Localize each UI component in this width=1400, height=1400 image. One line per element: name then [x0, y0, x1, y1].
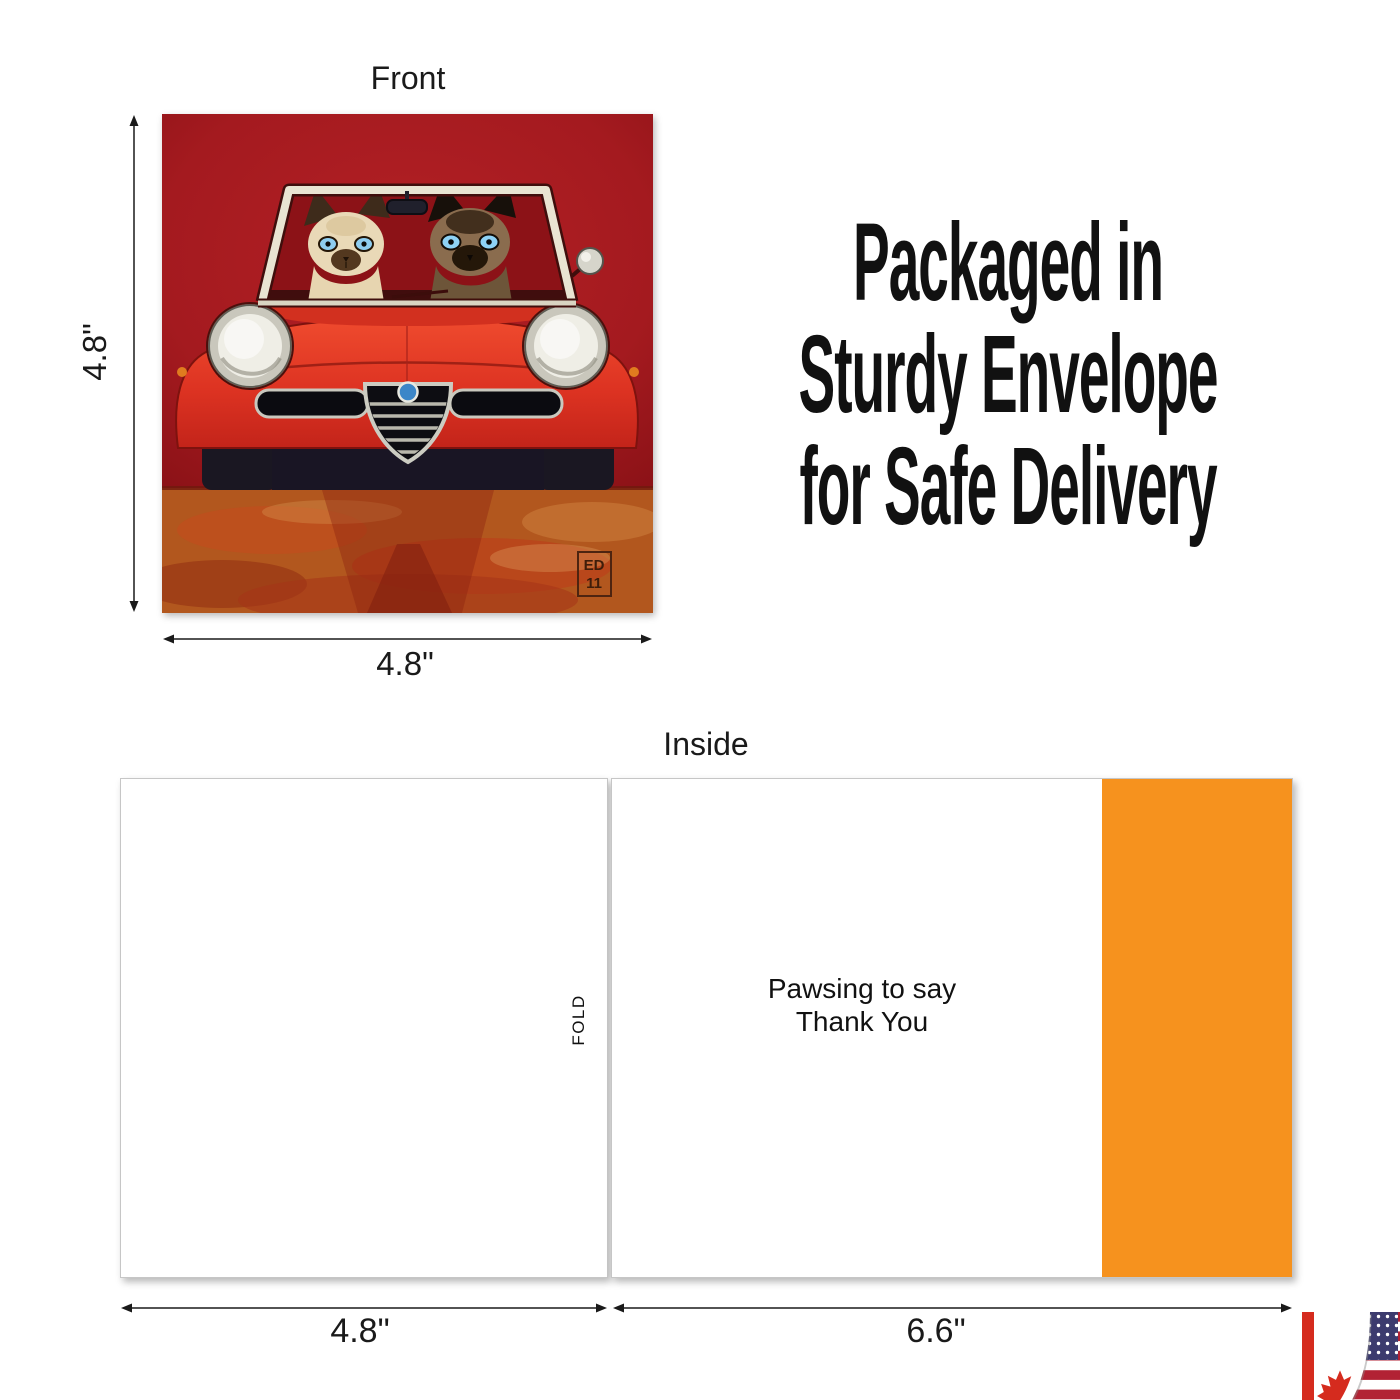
- front-section-label: Front: [370, 60, 446, 96]
- inside-right-width-dimension-arrow: [613, 1303, 1292, 1313]
- right-grille-slot: [448, 388, 564, 419]
- page-curl: [1340, 1312, 1372, 1400]
- left-grille-slot: [254, 388, 370, 419]
- car-illustration: [175, 183, 639, 490]
- front-height-dimension-arrow: [129, 115, 139, 612]
- inside-left-width-dimension-arrow: [121, 1303, 607, 1313]
- inside-right-width-dimension-label: 6.6": [906, 1312, 966, 1350]
- left-cat: [304, 190, 390, 300]
- rearview-mirror: [386, 191, 428, 215]
- grille-badge: [397, 381, 419, 403]
- inside-right-panel: [611, 778, 1293, 1278]
- signature-line1: ED: [584, 557, 605, 574]
- side-mirror: [570, 247, 604, 278]
- headline: Packaged in Sturdy Envelope for Safe Del…: [783, 207, 1233, 543]
- right-cat: [428, 190, 516, 300]
- maple-leaf-icon: [1317, 1370, 1363, 1400]
- inside-left-width-dimension-label: 4.8": [330, 1312, 390, 1350]
- left-marker-light: [177, 367, 187, 377]
- left-headlight: [206, 302, 294, 390]
- orange-accent-stripe: [1102, 779, 1292, 1277]
- inside-message-line1: Pawsing to say: [767, 973, 957, 1004]
- headline-line1: Packaged in: [853, 201, 1164, 324]
- inside-message: Pawsing to say Thank You: [712, 972, 1012, 1038]
- fold-label: FOLD: [569, 994, 588, 1046]
- headline-line3: for Safe Delivery: [799, 425, 1217, 548]
- front-width-dimension-label: 4.8": [376, 645, 434, 682]
- right-headlight: [522, 302, 610, 390]
- inside-message-line2: Thank You: [795, 1006, 929, 1037]
- signature-line2: 11: [586, 575, 602, 592]
- alfa-grille-icon: [362, 381, 454, 465]
- front-card-artwork: ED 11: [162, 114, 653, 613]
- artist-signature: ED 11: [577, 551, 612, 597]
- headline-line2: Sturdy Envelope: [798, 313, 1219, 436]
- windshield-frame: [255, 183, 579, 308]
- painting-floor: [162, 486, 653, 613]
- right-marker-light: [629, 367, 639, 377]
- usa-canada-flag-icon: [1302, 1312, 1400, 1400]
- wiper: [391, 289, 449, 299]
- front-width-dimension-arrow: [163, 634, 652, 644]
- inside-section-label: Inside: [663, 726, 749, 762]
- inside-left-panel: [120, 778, 608, 1278]
- front-height-dimension-label: 4.8": [76, 323, 113, 381]
- usa-canada-flag-badge: [1302, 1312, 1400, 1400]
